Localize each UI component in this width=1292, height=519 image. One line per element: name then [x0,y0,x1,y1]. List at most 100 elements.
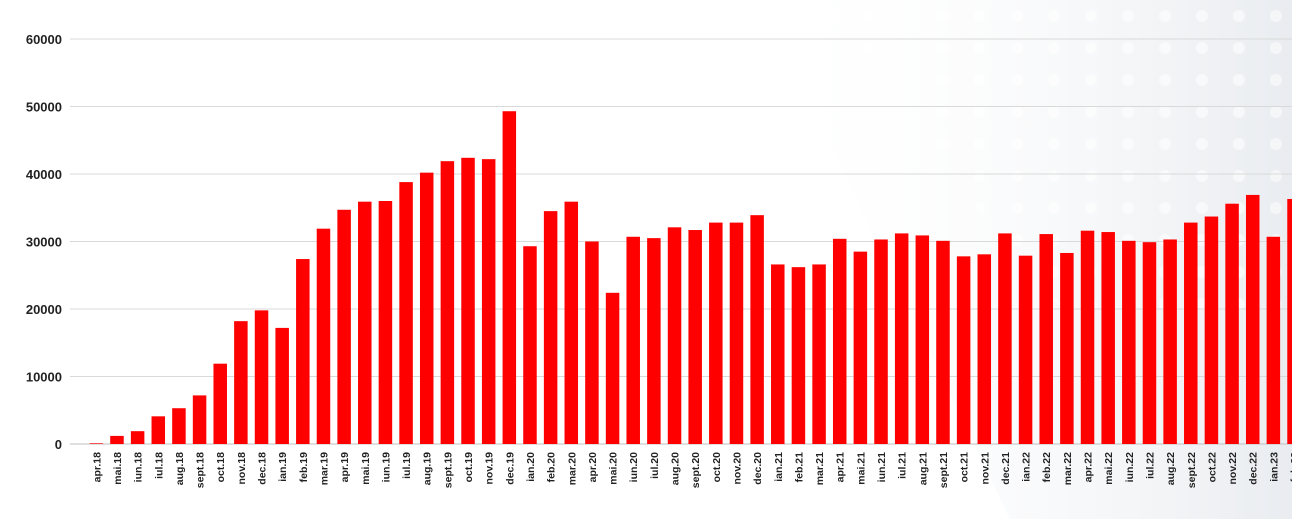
x-tick-label: apr.19 [339,452,351,483]
x-tick-label: feb.21 [793,452,805,483]
x-tick-label: aug.22 [1165,452,1177,485]
x-tick-label: iun.18 [133,452,145,483]
x-tick-label: nov.22 [1227,452,1239,485]
x-tick-label: iul.22 [1144,452,1156,479]
x-tick-label: apr.18 [91,452,103,483]
x-tick-label: aug.18 [174,452,186,485]
x-tick-label: apr.20 [587,452,599,483]
x-tick-label: aug.19 [422,452,434,485]
bar [936,240,950,444]
bar [1060,252,1074,444]
bar [667,227,682,444]
bar [399,182,413,444]
bar [874,239,888,444]
y-tick-label: 0 [55,437,62,452]
x-tick-label: dec.19 [504,452,516,485]
x-tick-label: feb.20 [546,452,558,483]
bar [791,267,806,444]
x-tick-label: iul.20 [649,452,661,479]
x-tick-label: sept.22 [1186,452,1198,488]
bar [709,222,723,444]
y-tick-label: 50000 [26,100,62,115]
x-tick-label: mai.21 [855,452,867,485]
x-tick-label: sept.20 [690,452,702,488]
bar [1122,240,1136,444]
bar [605,292,620,444]
x-tick-label: mai.22 [1103,452,1115,485]
bar [1204,216,1219,444]
bar [564,201,579,444]
bar [110,435,124,444]
bar [585,241,599,444]
x-tick-label: ian.23 [1268,452,1280,482]
bar [1287,198,1292,444]
x-tick-label: iun.20 [628,452,640,483]
bar [977,254,992,444]
bar [750,215,764,444]
x-tick-label: feb.22 [1041,452,1053,483]
x-tick-label: iun.21 [876,452,888,483]
x-tick-label: iul.21 [897,452,909,479]
bar [461,157,475,445]
x-tick-label: iun.22 [1124,452,1136,483]
x-tick-label: feb.19 [298,452,310,483]
x-tick-label: oct.21 [959,452,971,483]
bars [89,111,1292,445]
y-tick-label: 30000 [26,235,62,250]
bar [378,201,393,444]
bar [192,395,207,444]
bar [894,233,909,444]
bar [832,238,847,444]
bar [915,235,930,444]
x-tick-label: mar.20 [566,452,578,485]
bar [172,408,186,444]
bar [543,211,558,444]
x-tick-label: mai.19 [360,452,372,485]
bar [853,251,868,444]
bar [1080,230,1095,444]
bar [1142,242,1157,444]
bar [419,172,434,444]
bar [234,321,248,444]
bar [998,233,1012,444]
x-tick-label: mar.21 [814,452,826,485]
x-tick-label: nov.21 [979,452,991,485]
x-tick-label: ian.21 [773,452,785,482]
bar [130,431,145,444]
bar [358,201,372,444]
x-tick-label: apr.21 [835,452,847,483]
bar [688,230,702,444]
bar [481,159,496,444]
x-tick-label: mar.19 [318,452,330,485]
x-tick-label: iun.19 [380,452,392,483]
bar [1018,255,1033,444]
bar [502,111,517,444]
x-tick-label: nov.18 [236,452,248,485]
x-tick-label: apr.22 [1083,452,1095,483]
bar [771,264,785,444]
x-tick-label: sept.18 [195,452,207,488]
bar [254,310,269,444]
bar [337,209,351,444]
bar [151,416,166,444]
x-tick-label: mar.22 [1062,452,1074,485]
bar [647,238,661,444]
bar [1245,194,1260,444]
bar [1225,203,1239,444]
x-tick-label: oct.22 [1206,452,1218,483]
x-tick-label: feb.23 [1289,452,1292,483]
bar [1163,239,1177,444]
x-tick-label: ian.22 [1021,452,1033,482]
bar [1184,222,1198,444]
y-tick-label: 20000 [26,302,62,317]
x-tick-label: dec.21 [1000,452,1012,485]
x-tick-label: oct.19 [463,452,475,483]
x-tick-label: oct.20 [711,452,723,483]
x-tick-label: mai.20 [608,452,620,485]
x-tick-label: dec.22 [1248,452,1260,485]
x-tick-label: iul.19 [401,452,413,479]
y-tick-label: 10000 [26,370,62,385]
bar [316,228,331,444]
bar [440,161,455,445]
